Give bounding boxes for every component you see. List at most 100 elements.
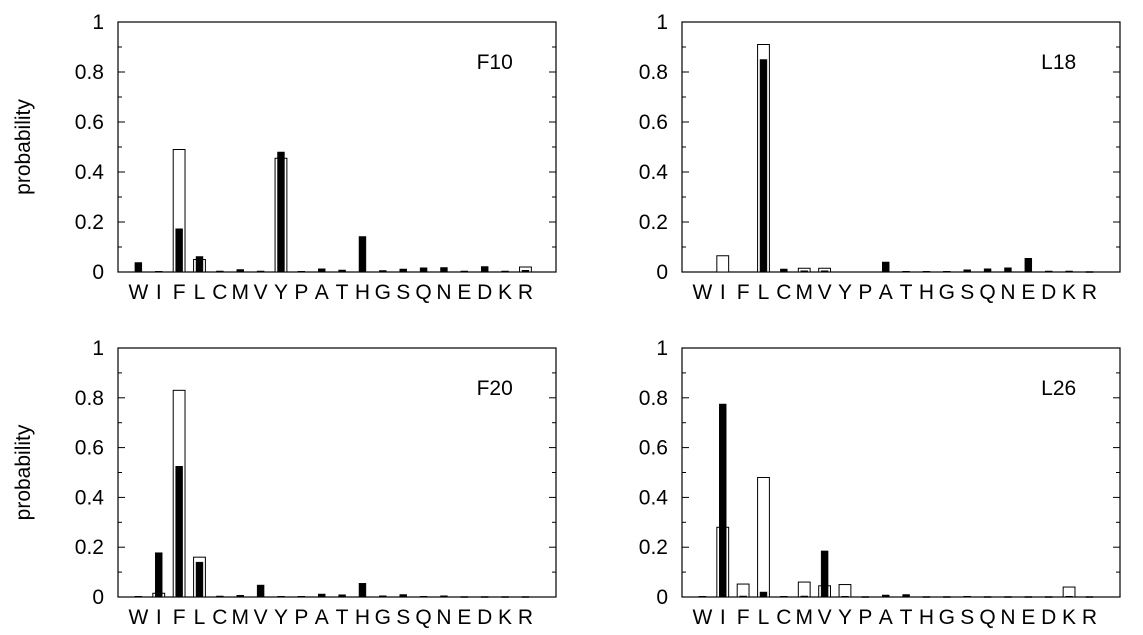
bar-solid-t	[902, 594, 910, 598]
bar-solid-m	[800, 270, 808, 273]
y-tick-label: 0.2	[75, 536, 104, 559]
bar-solid-w	[134, 262, 143, 273]
bar-solid-i	[155, 271, 163, 273]
bar-solid-a	[882, 594, 890, 598]
x-tick-label-p: P	[858, 281, 872, 304]
bar-solid-d	[480, 266, 489, 273]
bar-solid-c	[216, 595, 224, 598]
bar-solid-s	[963, 596, 971, 598]
bar-solid-h	[358, 583, 367, 598]
bar-solid-e	[1024, 258, 1033, 273]
y-tick-label: 0.2	[75, 211, 104, 234]
bar-solid-t	[338, 269, 346, 273]
x-tick-label-g: G	[939, 606, 955, 629]
bar-solid-q	[419, 596, 428, 598]
x-tick-label-c: C	[776, 606, 791, 629]
bar-solid-v	[820, 550, 829, 598]
bar-open-i	[716, 255, 730, 273]
x-tick-label-w: W	[692, 281, 712, 304]
x-tick-label-e: E	[1021, 606, 1035, 629]
bar-solid-c	[780, 596, 788, 598]
x-tick-label-w: W	[692, 606, 712, 629]
bar-solid-i	[719, 403, 727, 598]
x-tick-label-g: G	[375, 606, 391, 629]
bar-solid-p	[297, 596, 306, 598]
y-axis-label: probability	[12, 424, 35, 520]
bar-solid-n	[440, 267, 448, 273]
bar-solid-l	[759, 591, 768, 598]
x-tick-label-h: H	[355, 606, 370, 629]
bar-solid-r	[521, 596, 530, 598]
bar-solid-q	[983, 268, 992, 273]
bar-solid-h	[922, 271, 931, 273]
bar-solid-l	[195, 256, 204, 273]
bar-solid-v	[256, 584, 265, 598]
y-tick-label: 0.2	[639, 211, 668, 234]
bar-solid-w	[698, 596, 707, 598]
x-tick-label-a: A	[879, 281, 893, 304]
x-tick-label-l: L	[194, 606, 206, 629]
x-tick-label-m: M	[795, 281, 813, 304]
x-tick-label-e: E	[457, 606, 471, 629]
bar-solid-y	[277, 151, 285, 273]
bar-solid-f	[175, 466, 183, 598]
y-tick-label: 0.4	[639, 161, 669, 184]
x-tick-label-r: R	[518, 281, 533, 304]
bar-solid-i	[155, 552, 163, 598]
bar-solid-c	[780, 268, 788, 273]
x-tick-label-a: A	[879, 606, 893, 629]
x-tick-label-y: Y	[274, 606, 288, 629]
bar-solid-y	[841, 596, 849, 598]
x-tick-label-i: I	[156, 281, 162, 304]
x-tick-label-f: F	[173, 606, 186, 629]
x-tick-label-d: D	[1041, 281, 1056, 304]
bar-solid-h	[358, 236, 367, 273]
x-tick-label-r: R	[1082, 606, 1097, 629]
y-tick-label: 0	[656, 586, 668, 609]
bar-solid-m	[236, 269, 244, 273]
x-tick-label-d: D	[1041, 606, 1056, 629]
y-tick-label: 1	[656, 337, 668, 360]
bar-solid-w	[134, 596, 143, 598]
x-tick-label-s: S	[396, 281, 410, 304]
x-tick-label-q: Q	[415, 281, 431, 304]
x-tick-label-d: D	[477, 281, 492, 304]
panel-title: L26	[1041, 377, 1076, 400]
x-tick-label-i: I	[720, 281, 726, 304]
bar-solid-n	[440, 595, 448, 598]
x-tick-label-t: T	[336, 606, 349, 629]
x-tick-label-w: W	[128, 281, 148, 304]
x-tick-label-q: Q	[415, 606, 431, 629]
y-tick-label: 0.6	[639, 437, 668, 460]
x-tick-label-k: K	[1062, 606, 1076, 629]
x-tick-label-a: A	[315, 281, 329, 304]
bar-solid-a	[318, 268, 326, 273]
bar-open-m	[797, 581, 811, 598]
x-tick-label-y: Y	[274, 281, 288, 304]
y-tick-label: 0	[92, 586, 104, 609]
bar-solid-v	[256, 270, 265, 273]
x-tick-label-n: N	[1000, 606, 1015, 629]
x-tick-label-i: I	[156, 606, 162, 629]
x-tick-label-p: P	[294, 281, 308, 304]
x-tick-label-q: Q	[979, 281, 995, 304]
y-tick-label: 0.8	[639, 61, 668, 84]
y-tick-label: 1	[656, 11, 668, 34]
bar-solid-m	[800, 595, 808, 598]
x-tick-label-n: N	[436, 281, 451, 304]
y-tick-label: 1	[92, 11, 104, 34]
x-tick-label-r: R	[518, 606, 533, 629]
x-tick-label-t: T	[900, 281, 913, 304]
bar-solid-k	[1065, 270, 1073, 273]
bar-solid-n	[1004, 596, 1012, 598]
x-tick-label-e: E	[457, 281, 471, 304]
x-tick-label-s: S	[396, 606, 410, 629]
x-tick-label-c: C	[776, 281, 791, 304]
x-tick-label-s: S	[960, 281, 974, 304]
panel-title: L18	[1041, 51, 1076, 74]
bar-open-y	[838, 584, 852, 598]
y-tick-label: 0.8	[75, 61, 104, 84]
bar-open-k	[1062, 586, 1076, 598]
x-tick-label-f: F	[173, 281, 186, 304]
bar-solid-k	[501, 596, 509, 598]
